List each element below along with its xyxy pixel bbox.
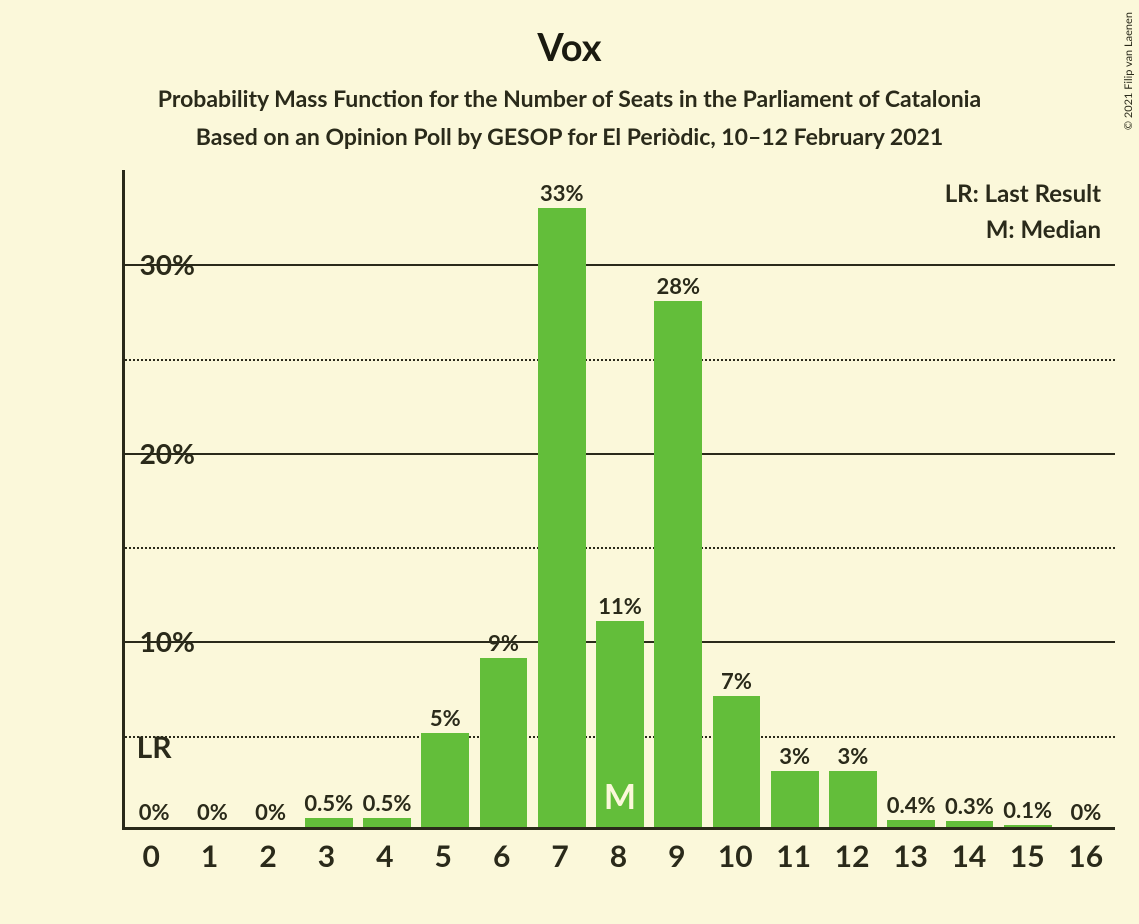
x-tick-label: 5	[414, 838, 472, 874]
bar-value-label: 33%	[540, 179, 584, 208]
bar-value-label: 3%	[779, 742, 810, 771]
bar-value-label: 0%	[1070, 798, 1101, 827]
bar: 9%	[480, 658, 528, 827]
x-tick-label: 14	[940, 838, 998, 874]
bar-column: 0.4%	[882, 170, 940, 827]
bar-column: 0%	[1057, 170, 1115, 827]
bar: 0.1%	[1004, 825, 1052, 827]
bar-value-label: 11%	[598, 592, 642, 621]
y-tick-label: 30%	[105, 247, 195, 281]
bar-value-label: 0.4%	[887, 791, 936, 820]
bar: 0.5%	[305, 818, 353, 827]
bar: 28%	[654, 301, 702, 827]
x-tick-label: 9	[648, 838, 706, 874]
x-tick-label: 15	[998, 838, 1056, 874]
x-tick-label: 6	[472, 838, 530, 874]
last-result-marker: LR	[137, 729, 172, 765]
bar-value-label: 3%	[838, 742, 869, 771]
bar-column: 9%	[474, 170, 532, 827]
bar-value-label: 0%	[197, 798, 228, 827]
x-tick-label: 7	[531, 838, 589, 874]
bar: 11%M	[596, 621, 644, 827]
x-tick-label: 12	[823, 838, 881, 874]
bar-value-label: 0.5%	[304, 789, 353, 818]
x-tick-label: 16	[1057, 838, 1115, 874]
bar-value-label: 0.3%	[945, 792, 994, 821]
x-tick-label: 13	[881, 838, 939, 874]
x-tick-label: 4	[356, 838, 414, 874]
bar: 5%	[421, 733, 469, 827]
bar: 3%	[829, 771, 877, 827]
chart-subtitle-2: Based on an Opinion Poll by GESOP for El…	[0, 122, 1139, 150]
x-axis-labels: 012345678910111213141516	[122, 838, 1115, 874]
bar: 33%	[538, 208, 586, 827]
x-tick-label: 0	[122, 838, 180, 874]
bars-container: LR0%0%0%0.5%0.5%5%9%33%11%M28%7%3%3%0.4%…	[125, 170, 1115, 827]
bar: 0.3%	[946, 821, 994, 827]
bar: 0.4%	[887, 820, 935, 828]
bar-column: 11% M	[591, 170, 649, 827]
bar-value-label: 9%	[488, 629, 519, 658]
bar-column: 7%	[707, 170, 765, 827]
bar-column: 3%	[824, 170, 882, 827]
bar-column: 5%	[416, 170, 474, 827]
bar-value-label: 5%	[430, 704, 461, 733]
bar-column: 0.1%	[999, 170, 1057, 827]
bar-value-label: 28%	[656, 272, 700, 301]
bar-column: 3%	[766, 170, 824, 827]
bar-value-label: 0%	[139, 798, 170, 827]
chart-area: LR: Last Result M: Median LR0%0%0%0.5%0.…	[40, 170, 1115, 890]
bar: 3%	[771, 771, 819, 827]
x-tick-label: 10	[706, 838, 764, 874]
x-tick-label: 2	[239, 838, 297, 874]
median-marker: M	[604, 776, 636, 817]
bar-column: 33%	[533, 170, 591, 827]
y-tick-label: 10%	[105, 624, 195, 658]
bar-column: 0.3%	[940, 170, 998, 827]
bar-value-label: 0.5%	[363, 789, 412, 818]
bar-value-label: 0%	[255, 798, 286, 827]
bar: 7%	[713, 696, 761, 827]
bar-value-label: 0.1%	[1003, 796, 1052, 825]
copyright-text: © 2021 Filip van Laenen	[1122, 12, 1135, 130]
bar-column: 0.5%	[358, 170, 416, 827]
x-tick-label: 3	[297, 838, 355, 874]
plot-region: LR: Last Result M: Median LR0%0%0%0.5%0.…	[122, 170, 1115, 830]
y-tick-label: 20%	[105, 436, 195, 470]
x-tick-label: 1	[180, 838, 238, 874]
bar-column: 28%	[649, 170, 707, 827]
x-tick-label: 11	[764, 838, 822, 874]
bar-column: 0.5%	[300, 170, 358, 827]
bar: 0.5%	[363, 818, 411, 827]
chart-title: Vox	[0, 0, 1139, 70]
chart-subtitle-1: Probability Mass Function for the Number…	[0, 84, 1139, 112]
bar-column: 0%	[241, 170, 299, 827]
x-tick-label: 8	[589, 838, 647, 874]
bar-value-label: 7%	[721, 667, 752, 696]
